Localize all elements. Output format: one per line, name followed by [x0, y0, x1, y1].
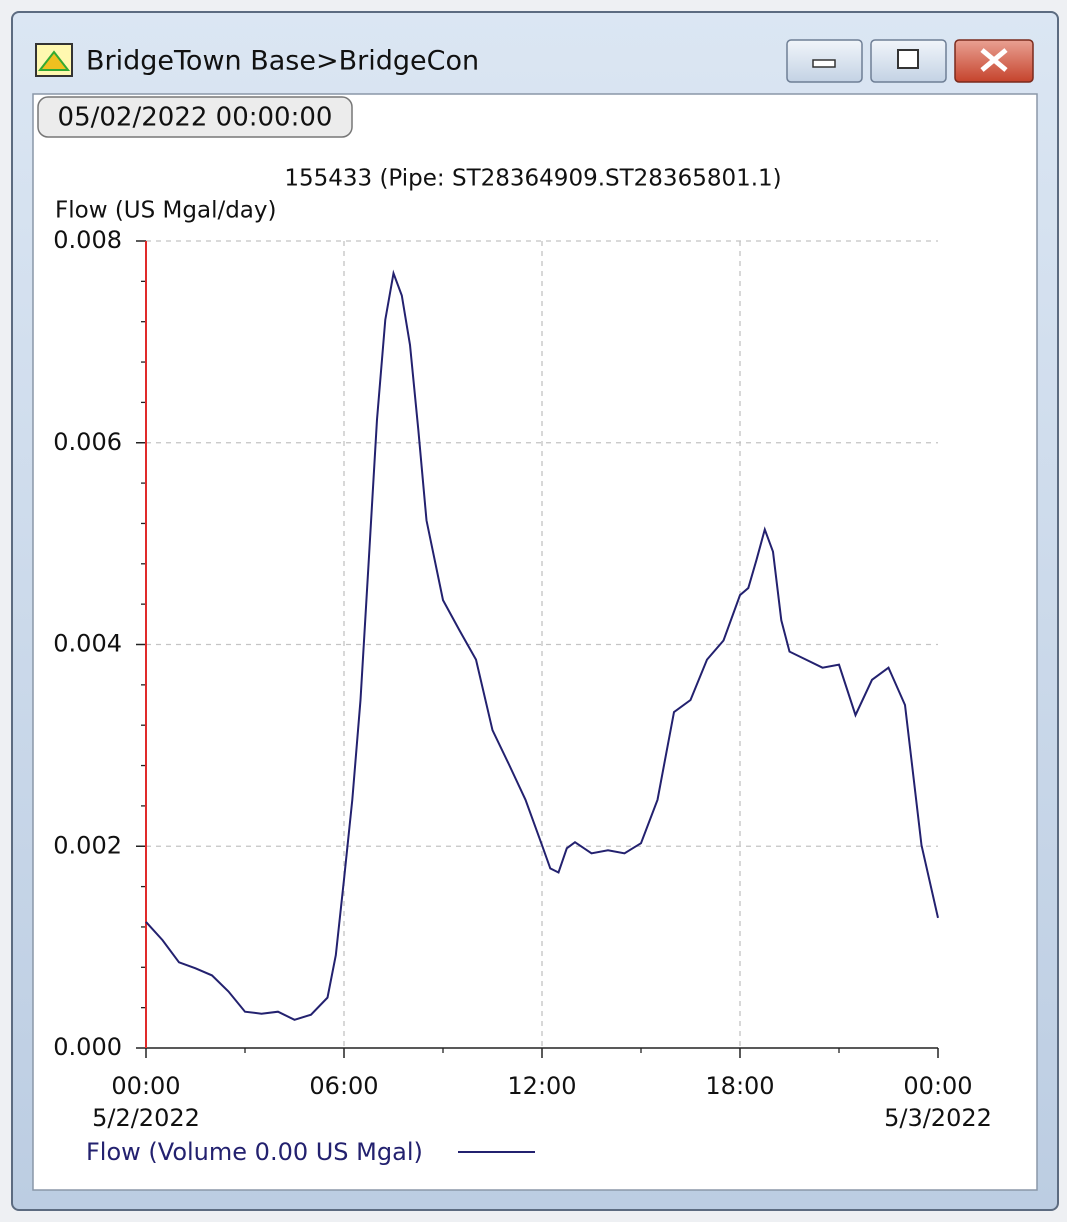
y-tick-label: 0.008	[53, 226, 122, 254]
x-tick-label: 06:00	[309, 1072, 378, 1100]
maximize-button[interactable]	[870, 39, 947, 83]
legend-label: Flow (Volume 0.00 US Mgal)	[86, 1138, 423, 1166]
chart-title: 155433 (Pipe: ST28364909.ST28365801.1)	[284, 166, 781, 192]
close-button[interactable]	[954, 39, 1034, 83]
plot: 0.000 0.002 0.004 0.006 0.008 00:00 06:00 12:00…	[53, 226, 992, 1166]
x-tick-label: 00:00	[903, 1072, 972, 1100]
y-tick-label: 0.004	[53, 630, 122, 658]
x-tick-label: 12:00	[507, 1072, 576, 1100]
y-tick-label: 0.000	[53, 1033, 122, 1061]
x-tick-label: 00:00	[111, 1072, 180, 1100]
flow-line	[145, 269, 939, 1021]
date-button-label: 05/02/2022 00:00:00	[58, 103, 333, 133]
y-tick-label: 0.002	[53, 831, 122, 859]
client-area	[32, 93, 1038, 1191]
minimize-button[interactable]	[786, 39, 863, 83]
y-axis-label: Flow (US Mgal/day)	[55, 198, 277, 224]
x-tick-date: 5/3/2022	[884, 1104, 992, 1132]
y-tick-label: 0.006	[53, 428, 122, 456]
x-tick-date: 5/2/2022	[92, 1104, 200, 1132]
x-tick-label: 18:00	[705, 1072, 774, 1100]
date-button[interactable]	[37, 96, 353, 138]
window-title: BridgeTown Base>BridgeCon	[86, 46, 479, 77]
window-icon-glyph	[37, 50, 71, 71]
